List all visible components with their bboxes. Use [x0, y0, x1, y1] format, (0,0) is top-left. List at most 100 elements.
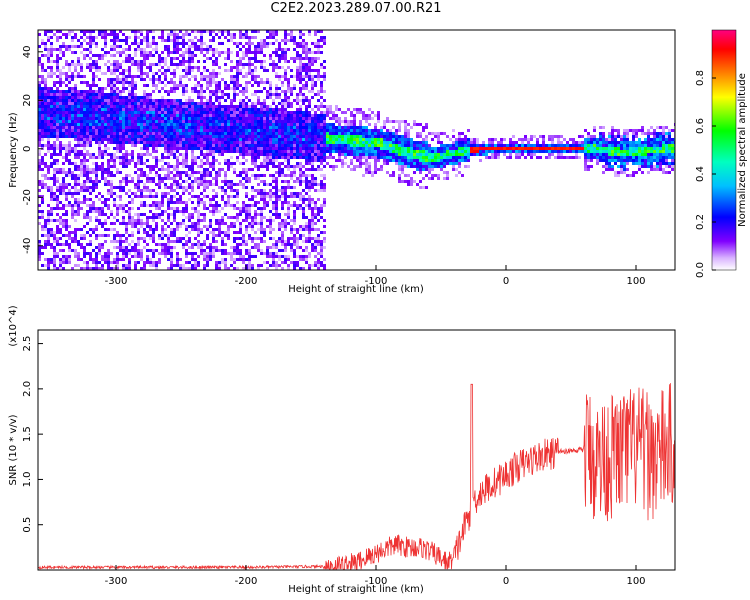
heatmap-cell [41, 78, 44, 81]
heatmap-cell [308, 186, 311, 189]
heatmap-cell [245, 252, 248, 255]
heatmap-cell [161, 120, 164, 123]
heatmap-cell [224, 234, 227, 237]
heatmap-cell [110, 111, 113, 114]
heatmap-cell [131, 144, 134, 147]
heatmap-cell [224, 141, 227, 144]
heatmap-cell [314, 153, 317, 156]
heatmap-cell [275, 123, 278, 126]
heatmap-cell [77, 150, 80, 153]
heatmap-cell [197, 84, 200, 87]
heatmap-cell [278, 198, 281, 201]
heatmap-cell [233, 183, 236, 186]
heatmap-cell [125, 267, 128, 270]
heatmap-cell [71, 105, 74, 108]
heatmap-cell [239, 147, 242, 150]
heatmap-cell [185, 240, 188, 243]
heatmap-cell [47, 72, 50, 75]
heatmap-cell [317, 267, 320, 270]
heatmap-cell [167, 192, 170, 195]
heatmap-cell [92, 186, 95, 189]
heatmap-cell [80, 162, 83, 165]
heatmap-cell [113, 138, 116, 141]
heatmap-cell [182, 141, 185, 144]
heatmap-cell [89, 57, 92, 60]
heatmap-cell [140, 123, 143, 126]
heatmap-cell [257, 102, 260, 105]
heatmap-cell [50, 111, 53, 114]
heatmap-cell [149, 54, 152, 57]
heatmap-cell [125, 75, 128, 78]
heatmap-cell [89, 216, 92, 219]
heatmap-cell [164, 129, 167, 132]
heatmap-cell [98, 57, 101, 60]
heatmap-cell [272, 174, 275, 177]
heatmap-cell [161, 213, 164, 216]
heatmap-cell [257, 192, 260, 195]
heatmap-cell [269, 117, 272, 120]
heatmap-cell [320, 111, 323, 114]
heatmap-cell [152, 42, 155, 45]
heatmap-cell [161, 81, 164, 84]
heatmap-cell [74, 144, 77, 147]
heatmap-cell [332, 141, 335, 144]
heatmap-cell [119, 234, 122, 237]
heatmap-cell [65, 120, 68, 123]
heatmap-cell [281, 261, 284, 264]
heatmap-cell [263, 120, 266, 123]
heatmap-cell [182, 219, 185, 222]
heatmap-cell [260, 144, 263, 147]
heatmap-cell [302, 207, 305, 210]
heatmap-cell [212, 114, 215, 117]
heatmap-cell [59, 102, 62, 105]
heatmap-cell [41, 186, 44, 189]
heatmap-cell [80, 228, 83, 231]
heatmap-cell [80, 153, 83, 156]
heatmap-cell [257, 249, 260, 252]
heatmap-cell [74, 147, 77, 150]
heatmap-cell [278, 96, 281, 99]
heatmap-cell [152, 204, 155, 207]
heatmap-cell [92, 81, 95, 84]
heatmap-cell [80, 66, 83, 69]
heatmap-cell [143, 48, 146, 51]
heatmap-cell [68, 69, 71, 72]
heatmap-cell [233, 120, 236, 123]
heatmap-cell [173, 99, 176, 102]
heatmap-cell [257, 147, 260, 150]
heatmap-cell [245, 105, 248, 108]
heatmap-cell [68, 102, 71, 105]
heatmap-cell [44, 111, 47, 114]
heatmap-cell [281, 117, 284, 120]
heatmap-cell [146, 120, 149, 123]
heatmap-cell [173, 201, 176, 204]
heatmap-cell [38, 222, 41, 225]
heatmap-cell [89, 177, 92, 180]
heatmap-cell [191, 225, 194, 228]
heatmap-cell [41, 132, 44, 135]
heatmap-cell [134, 138, 137, 141]
heatmap-cell [284, 57, 287, 60]
heatmap-cell [116, 255, 119, 258]
heatmap-cell [95, 126, 98, 129]
heatmap-cell [86, 138, 89, 141]
heatmap-cell [302, 234, 305, 237]
heatmap-cell [317, 51, 320, 54]
heatmap-cell [191, 150, 194, 153]
heatmap-cell [293, 48, 296, 51]
heatmap-cell [212, 111, 215, 114]
heatmap-cell [125, 120, 128, 123]
heatmap-cell [83, 216, 86, 219]
heatmap-cell [230, 258, 233, 261]
heatmap-cell [248, 105, 251, 108]
heatmap-cell [68, 126, 71, 129]
heatmap-cell [62, 192, 65, 195]
heatmap-cell [248, 210, 251, 213]
heatmap-cell [140, 129, 143, 132]
heatmap-cell [299, 129, 302, 132]
heatmap-cell [272, 147, 275, 150]
heatmap-cell [248, 135, 251, 138]
heatmap-cell [71, 186, 74, 189]
heatmap-cell [209, 183, 212, 186]
heatmap-cell [278, 78, 281, 81]
